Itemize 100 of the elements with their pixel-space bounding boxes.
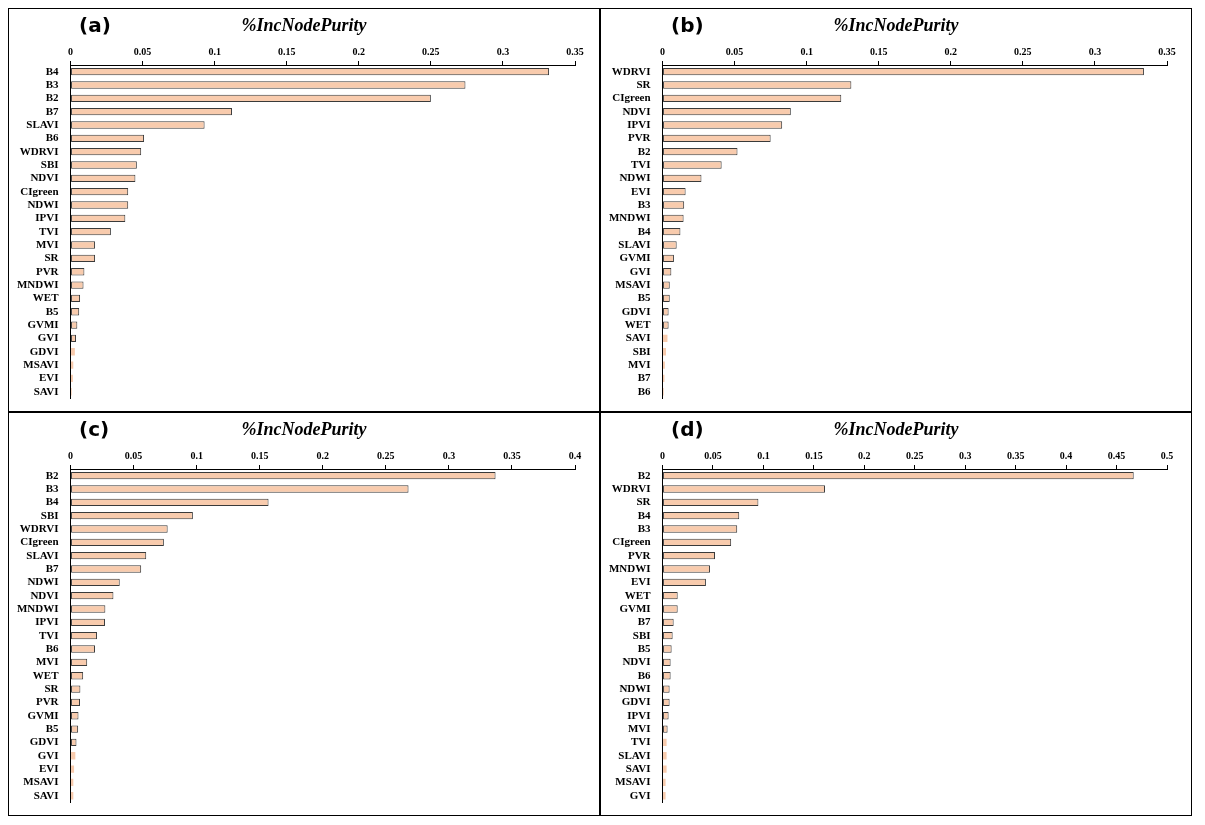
- x-tick-label: 0: [660, 449, 666, 461]
- y-tick-label: SBI: [632, 344, 651, 357]
- y-tick-label: PVR: [627, 131, 652, 144]
- bar: [71, 361, 74, 369]
- y-tick-label: NDWI: [619, 171, 651, 184]
- y-tick-label: B6: [637, 668, 652, 681]
- y-tick-label: B3: [637, 197, 652, 210]
- y-tick-label: GDVI: [29, 735, 59, 748]
- y-tick-label: B3: [637, 521, 652, 534]
- y-tick-label: SAVI: [33, 788, 59, 801]
- bar: [663, 792, 666, 800]
- y-tick-label: GDVI: [621, 304, 651, 317]
- y-tick-label: B7: [637, 615, 652, 628]
- x-tick-label: 0.2: [316, 449, 330, 461]
- y-tick-label: CIgreen: [612, 535, 651, 548]
- chart-title: (b): [671, 13, 704, 37]
- y-tick-label: SR: [636, 77, 652, 90]
- y-tick-label: EVI: [630, 184, 651, 197]
- y-tick-label: B5: [637, 291, 652, 304]
- y-tick-label: GVMI: [27, 317, 59, 330]
- y-tick-label: WDRVI: [19, 144, 59, 157]
- y-tick-label: GVI: [629, 788, 651, 801]
- x-tick-label: 0.3: [958, 449, 972, 461]
- bar: [71, 348, 75, 356]
- x-tick-label: 0.5: [1160, 449, 1174, 461]
- y-tick-label: GDVI: [29, 344, 59, 357]
- y-tick-label: B4: [637, 224, 652, 237]
- y-tick-label: SAVI: [625, 331, 651, 344]
- y-tick-label: IPVI: [35, 615, 59, 628]
- y-tick-label: SAVI: [625, 761, 651, 774]
- y-tick-label: PVR: [35, 264, 60, 277]
- x-axis-title: %IncNodePurity: [833, 419, 959, 439]
- x-tick-label: 0.15: [805, 449, 823, 461]
- y-tick-label: B2: [45, 468, 60, 481]
- y-tick-label: SBI: [40, 508, 59, 521]
- y-tick-label: WDRVI: [611, 64, 651, 77]
- x-tick-label: 0.25: [422, 45, 440, 57]
- x-tick-label: 0.25: [377, 449, 395, 461]
- x-tick-label: 0.2: [858, 449, 871, 461]
- y-tick-label: SBI: [632, 628, 651, 641]
- y-tick-label: B3: [45, 77, 60, 90]
- y-tick-label: B2: [637, 468, 652, 481]
- y-tick-label: NDVI: [30, 588, 59, 601]
- chart-title: (d): [671, 417, 704, 441]
- y-tick-label: TVI: [38, 224, 59, 237]
- y-tick-label: MSAVI: [23, 357, 59, 370]
- y-tick-label: SLAVI: [618, 748, 651, 761]
- y-tick-label: B6: [637, 384, 652, 397]
- x-tick-label: 0.05: [124, 449, 143, 461]
- y-tick-label: EVI: [38, 371, 59, 384]
- y-tick-label: SLAVI: [26, 117, 59, 130]
- y-tick-label: B7: [45, 561, 60, 574]
- x-tick-label: 0.2: [944, 45, 958, 57]
- x-tick-label: 0.05: [133, 45, 152, 57]
- y-tick-label: EVI: [38, 761, 59, 774]
- x-tick-label: 0.15: [277, 45, 296, 57]
- x-tick-label: 0.25: [1014, 45, 1032, 57]
- y-tick-label: CIgreen: [20, 535, 59, 548]
- y-tick-label: MNDWI: [608, 211, 651, 224]
- y-tick-label: CIgreen: [612, 91, 651, 104]
- y-tick-label: GVI: [37, 331, 59, 344]
- y-tick-label: MVI: [627, 721, 651, 734]
- bar: [663, 752, 667, 760]
- x-tick-label: 0.15: [869, 45, 888, 57]
- y-tick-label: B3: [45, 481, 60, 494]
- x-tick-label: 0.1: [800, 45, 813, 57]
- x-tick-label: 0.15: [250, 449, 269, 461]
- y-tick-label: B7: [45, 104, 60, 117]
- y-tick-label: WET: [624, 588, 652, 601]
- bar: [663, 765, 667, 773]
- y-tick-label: CIgreen: [20, 184, 59, 197]
- y-tick-label: GVI: [37, 748, 59, 761]
- y-tick-label: B2: [45, 91, 60, 104]
- y-tick-label: TVI: [38, 628, 59, 641]
- x-tick-label: 0.35: [1158, 45, 1176, 57]
- y-tick-label: TVI: [630, 157, 651, 170]
- x-axis-title: %IncNodePurity: [833, 15, 959, 35]
- x-tick-label: 0.1: [190, 449, 203, 461]
- x-tick-label: 0.3: [496, 45, 510, 57]
- x-tick-label: 0.3: [1088, 45, 1102, 57]
- y-tick-label: B7: [637, 371, 652, 384]
- x-tick-label: 0.1: [757, 449, 770, 461]
- x-tick-label: 0.35: [1006, 449, 1025, 461]
- y-tick-label: GVMI: [27, 708, 59, 721]
- y-tick-label: NDVI: [30, 171, 59, 184]
- y-tick-label: B2: [637, 144, 652, 157]
- y-tick-label: WET: [32, 291, 60, 304]
- y-tick-label: NDWI: [27, 575, 59, 588]
- bar: [71, 752, 76, 760]
- x-tick-label: 0.4: [1059, 449, 1073, 461]
- y-tick-label: B5: [637, 641, 652, 654]
- x-tick-label: 0.35: [503, 449, 521, 461]
- y-tick-label: PVR: [627, 548, 652, 561]
- x-tick-label: 0.05: [704, 449, 722, 461]
- y-tick-label: SBI: [40, 157, 59, 170]
- y-tick-label: NDWI: [619, 681, 651, 694]
- y-tick-label: B5: [45, 304, 60, 317]
- x-tick-label: 0.25: [906, 449, 924, 461]
- y-tick-label: GDVI: [621, 695, 651, 708]
- y-tick-label: EVI: [630, 575, 651, 588]
